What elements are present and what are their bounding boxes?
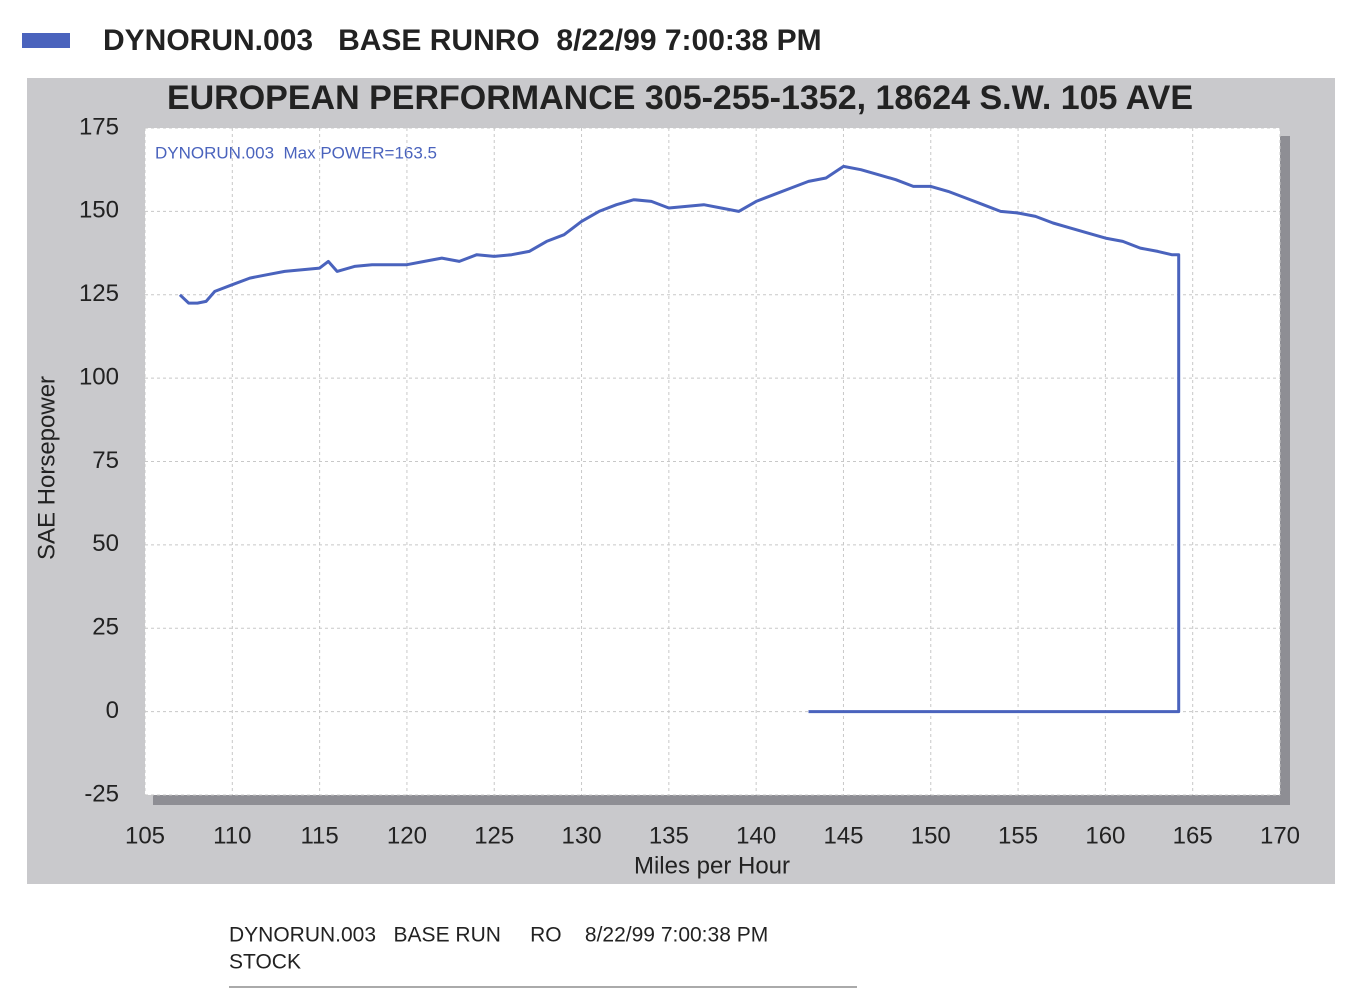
- x-tick-label: 145: [823, 822, 863, 849]
- chart-title: EUROPEAN PERFORMANCE 305-255-1352, 18624…: [167, 79, 1193, 117]
- annotation: DYNORUN.003 Max POWER=163.5: [155, 143, 437, 162]
- y-tick-label: -25: [84, 780, 119, 807]
- x-tick-label: 120: [387, 822, 427, 849]
- x-tick-label: 170: [1260, 822, 1300, 849]
- x-tick-label: 165: [1173, 822, 1213, 849]
- x-tick-label: 160: [1085, 822, 1125, 849]
- y-axis-label: SAE Horsepower: [33, 376, 60, 560]
- x-tick-label: 115: [300, 822, 338, 849]
- legend-label: DYNORUN.003 BASE RUNRO 8/22/99 7:00:38 P…: [103, 24, 822, 57]
- y-tick-label: 100: [79, 363, 119, 390]
- x-tick-label: 140: [736, 822, 776, 849]
- x-tick-label: 125: [474, 822, 514, 849]
- y-tick-label: 50: [92, 530, 119, 557]
- x-tick-label: 150: [911, 822, 951, 849]
- x-tick-label: 110: [213, 822, 251, 849]
- y-tick-label: 25: [92, 614, 119, 641]
- footer-line: DYNORUN.003 BASE RUN RO 8/22/99 7:00:38 …: [229, 924, 768, 947]
- y-tick-label: 0: [106, 697, 119, 724]
- legend-swatch: [22, 33, 70, 48]
- data-line: [178, 164, 1181, 714]
- y-tick-label: 75: [92, 447, 119, 474]
- x-tick-label: 135: [649, 822, 689, 849]
- x-tick-label: 155: [998, 822, 1038, 849]
- y-tick-label: 125: [79, 280, 119, 307]
- plot-area: [145, 128, 1280, 795]
- y-tick-label: 150: [79, 197, 119, 224]
- x-axis-label: Miles per Hour: [634, 852, 790, 879]
- x-tick-label: 105: [125, 822, 165, 849]
- footer-line: STOCK: [229, 951, 301, 974]
- x-tick-label: 130: [562, 822, 602, 849]
- y-tick-label: 175: [79, 113, 119, 140]
